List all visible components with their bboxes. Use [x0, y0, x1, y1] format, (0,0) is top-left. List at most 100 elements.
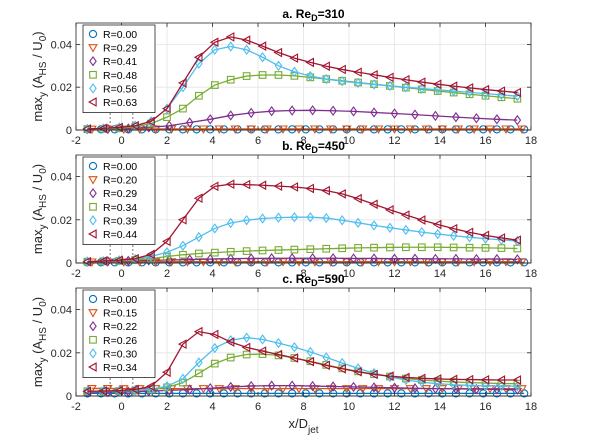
title-main: b. Re	[282, 139, 312, 153]
data-point	[226, 110, 235, 121]
ylabel-close: )	[30, 164, 45, 168]
y-axis-label: maxy (AHS / U0)	[30, 297, 49, 387]
data-point	[273, 47, 283, 58]
title-subscript: D	[311, 13, 318, 23]
data-point	[517, 258, 527, 267]
data-point	[464, 374, 474, 385]
data-point	[242, 332, 251, 343]
legend: R=0.00 R=0.20R=0.29 R=0.34R=0.39 R=0.44	[82, 156, 156, 245]
data-point	[195, 91, 203, 100]
data-point	[322, 244, 331, 253]
data-point	[432, 374, 442, 384]
data-point	[210, 81, 219, 89]
y-tick-label: 0.04	[51, 172, 72, 184]
data-point	[177, 214, 187, 225]
data-point	[210, 342, 219, 354]
data-point	[274, 246, 283, 254]
data-point	[329, 253, 337, 264]
series-line	[87, 337, 518, 392]
data-point	[438, 389, 447, 398]
data-point	[306, 70, 315, 82]
legend-marker	[88, 294, 98, 304]
legend-entry: R=0.26	[103, 335, 137, 347]
legend-marker	[88, 309, 98, 318]
data-point	[233, 389, 242, 398]
data-point	[274, 71, 283, 79]
data-point	[369, 389, 379, 398]
data-point	[146, 116, 155, 127]
panel-title: b. ReD=450	[282, 139, 345, 155]
data-point	[226, 353, 235, 362]
data-point	[206, 253, 215, 265]
series-r-0-34	[82, 326, 522, 397]
data-point	[242, 72, 251, 80]
x-tick-label: 8	[300, 135, 306, 147]
y-tick-label: 0.04	[51, 39, 72, 51]
data-point	[195, 249, 203, 258]
data-point	[288, 105, 296, 116]
legend-marker	[89, 55, 97, 67]
data-point	[405, 125, 416, 134]
y-tick-label: 0.04	[51, 305, 72, 317]
data-point	[472, 113, 481, 124]
legend-entry: R=0.20	[103, 175, 137, 187]
data-point	[480, 230, 490, 241]
data-point	[151, 389, 160, 398]
data-point	[513, 90, 522, 102]
x-tick-label: 12	[388, 401, 400, 413]
data-point	[146, 381, 155, 392]
data-point	[481, 88, 490, 99]
data-point	[260, 389, 269, 398]
data-point	[481, 91, 490, 100]
data-point	[453, 125, 464, 134]
data-point	[242, 215, 251, 226]
data-point	[356, 389, 365, 398]
title-tail: =590	[318, 272, 345, 286]
ylabel-sub: y	[38, 225, 49, 230]
ylabel-sub2: HS	[38, 194, 49, 208]
ylabel-close: )	[30, 297, 45, 301]
data-point	[98, 386, 107, 396]
title-main: a. Re	[282, 7, 311, 21]
data-point	[353, 67, 362, 78]
data-point	[354, 77, 362, 89]
data-point	[370, 243, 378, 252]
data-point	[497, 93, 506, 102]
x-tick-label: 6	[255, 135, 261, 147]
y-axis-label: maxy (AHS / U0)	[30, 164, 49, 254]
x-tick-label: 18	[525, 401, 537, 413]
data-point	[226, 247, 235, 256]
legend-entry: R=0.00	[103, 294, 137, 306]
legend-marker	[89, 83, 97, 94]
data-point	[370, 220, 378, 231]
x-tick-label: 14	[434, 268, 446, 280]
x-tick-label: 0	[118, 401, 124, 413]
data-point	[225, 337, 235, 347]
data-point	[226, 75, 235, 84]
legend-marker	[89, 335, 97, 344]
data-point	[198, 125, 209, 134]
data-point	[242, 44, 251, 55]
data-point	[195, 231, 203, 243]
data-point	[226, 381, 235, 393]
data-point	[192, 389, 201, 398]
data-point	[258, 246, 267, 255]
data-point	[416, 77, 426, 87]
y-tick-label: 0	[66, 258, 72, 270]
series-line	[87, 36, 518, 130]
data-point	[496, 233, 506, 243]
data-point	[267, 105, 276, 117]
data-point	[449, 379, 458, 390]
data-point	[402, 81, 410, 93]
data-point	[452, 111, 460, 123]
legend-entry: R=0.34	[103, 362, 137, 374]
data-point	[257, 41, 267, 51]
x-tick-label: 18	[525, 268, 537, 280]
ylabel-sub2: HS	[38, 327, 49, 341]
data-point	[177, 78, 187, 88]
x-tick-label: 6	[255, 401, 261, 413]
data-point	[257, 180, 267, 191]
data-point	[493, 253, 501, 265]
data-point	[288, 380, 296, 391]
